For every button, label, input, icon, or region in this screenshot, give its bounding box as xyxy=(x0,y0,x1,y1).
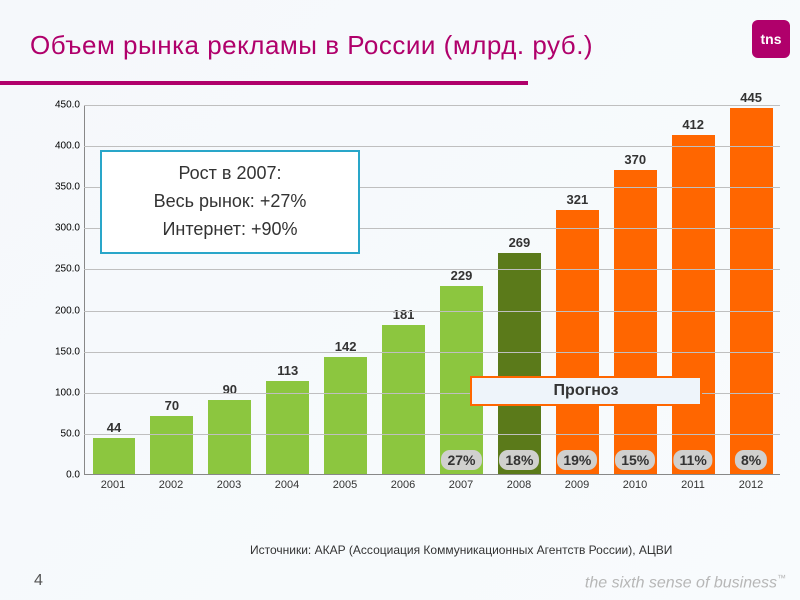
x-tick-label: 2004 xyxy=(258,479,316,491)
y-axis: 0.050.0100.0150.0200.0250.0300.0350.0400… xyxy=(40,105,80,475)
bar-slot: 321 19% xyxy=(548,105,606,474)
y-tick-label: 250.0 xyxy=(40,264,80,275)
bar-slot: 22927% xyxy=(433,105,491,474)
bar: 4458% xyxy=(730,108,773,474)
bar: 41211% xyxy=(672,135,715,474)
x-tick-label: 2009 xyxy=(548,479,606,491)
forecast-label-box: Прогноз xyxy=(470,376,702,406)
bar-value-label: 412 xyxy=(672,117,715,132)
gridline xyxy=(84,105,780,106)
x-tick-label: 2012 xyxy=(722,479,780,491)
bar: 37015% xyxy=(614,170,657,474)
y-tick-label: 350.0 xyxy=(40,182,80,193)
tagline: the sixth sense of business™ xyxy=(585,573,786,592)
bar: 70 xyxy=(150,416,193,474)
tagline-emph: business xyxy=(714,574,777,591)
y-tick-label: 0.0 xyxy=(40,470,80,481)
bar: 44 xyxy=(93,438,136,474)
x-tick-label: 2011 xyxy=(664,479,722,491)
bar-slot: 181 xyxy=(375,105,433,474)
bar: 142 xyxy=(324,357,367,474)
growth-callout-box: Рост в 2007:Весь рынок: +27%Интернет: +9… xyxy=(100,150,360,254)
y-tick-label: 100.0 xyxy=(40,387,80,398)
growth-badge: 19% xyxy=(557,450,597,470)
y-tick-label: 50.0 xyxy=(40,428,80,439)
y-tick-label: 150.0 xyxy=(40,346,80,357)
gridline xyxy=(84,146,780,147)
bar-value-label: 113 xyxy=(266,363,309,378)
growth-badge: 27% xyxy=(441,450,481,470)
bar-value-label: 321 xyxy=(556,192,599,207)
title-underline xyxy=(0,81,528,85)
bar-value-label: 445 xyxy=(730,90,773,105)
growth-badge: 8% xyxy=(735,450,767,470)
gridline xyxy=(84,269,780,270)
growth-badge: 11% xyxy=(674,450,713,470)
x-tick-label: 2001 xyxy=(84,479,142,491)
x-tick-label: 2008 xyxy=(490,479,548,491)
growth-badge: 18% xyxy=(499,450,539,470)
slide-title: Объем рынка рекламы в России (млрд. руб.… xyxy=(30,30,780,61)
x-tick-label: 2005 xyxy=(316,479,374,491)
growth-box-line: Интернет: +90% xyxy=(116,216,344,244)
x-tick-label: 2003 xyxy=(200,479,258,491)
trademark-icon: ™ xyxy=(777,573,786,583)
tns-logo: tns xyxy=(752,20,790,58)
bar: 90 xyxy=(208,400,251,474)
page-number: 4 xyxy=(34,572,43,590)
bar-value-label: 44 xyxy=(93,420,136,435)
bar-slot: 4458% xyxy=(722,105,780,474)
growth-box-line: Весь рынок: +27% xyxy=(116,188,344,216)
bar: 181 xyxy=(382,325,425,474)
growth-badge: 15% xyxy=(615,450,655,470)
x-axis-labels: 2001200220032004200520062007200820092010… xyxy=(84,479,780,491)
gridline xyxy=(84,311,780,312)
gridline xyxy=(84,352,780,353)
x-tick-label: 2007 xyxy=(432,479,490,491)
y-tick-label: 200.0 xyxy=(40,305,80,316)
bar-value-label: 269 xyxy=(498,235,541,250)
bar: 113 xyxy=(266,381,309,474)
bar-slot: 412 11% xyxy=(664,105,722,474)
bar-value-label: 370 xyxy=(614,152,657,167)
x-tick-label: 2006 xyxy=(374,479,432,491)
tagline-prefix: the sixth sense of xyxy=(585,574,710,591)
bar-value-label: 70 xyxy=(150,398,193,413)
y-tick-label: 450.0 xyxy=(40,100,80,111)
x-tick-label: 2002 xyxy=(142,479,200,491)
bar-value-label: 181 xyxy=(382,307,425,322)
x-tick-label: 2010 xyxy=(606,479,664,491)
y-tick-label: 300.0 xyxy=(40,223,80,234)
bar-slot: 269 18% xyxy=(490,105,548,474)
growth-box-line: Рост в 2007: xyxy=(116,160,344,188)
bar-slot: 370 15% xyxy=(606,105,664,474)
gridline xyxy=(84,434,780,435)
source-citation: Источники: АКАР (Ассоциация Коммуникацио… xyxy=(250,543,672,557)
bar-value-label: 90 xyxy=(208,382,251,397)
y-tick-label: 400.0 xyxy=(40,141,80,152)
bar: 26918% xyxy=(498,253,541,474)
